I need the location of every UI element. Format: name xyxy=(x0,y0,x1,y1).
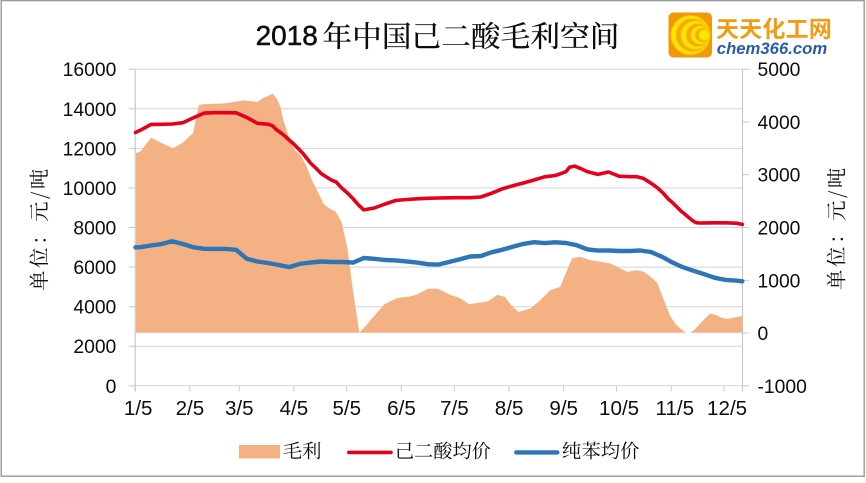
svg-text:6000: 6000 xyxy=(73,258,116,279)
svg-text:5/5: 5/5 xyxy=(332,397,361,420)
svg-text:2000: 2000 xyxy=(758,219,801,240)
svg-text:14000: 14000 xyxy=(63,100,117,121)
svg-text:16000: 16000 xyxy=(63,60,117,81)
svg-text:4/5: 4/5 xyxy=(280,397,309,420)
svg-text:2/5: 2/5 xyxy=(176,397,205,420)
svg-text:3/5: 3/5 xyxy=(225,397,254,420)
svg-text:-1000: -1000 xyxy=(758,377,807,398)
svg-text:8000: 8000 xyxy=(73,219,116,240)
svg-text:10/5: 10/5 xyxy=(599,397,639,420)
svg-text:6/5: 6/5 xyxy=(387,397,416,420)
svg-text:5000: 5000 xyxy=(758,60,801,81)
svg-text:chem366.com: chem366.com xyxy=(717,39,828,58)
svg-text:1000: 1000 xyxy=(758,271,801,292)
svg-text:4000: 4000 xyxy=(758,113,801,134)
svg-text:12/5: 12/5 xyxy=(707,397,747,420)
svg-text:3000: 3000 xyxy=(758,166,801,187)
svg-text:10000: 10000 xyxy=(63,179,117,200)
svg-text:9/5: 9/5 xyxy=(549,397,578,420)
svg-text:7/5: 7/5 xyxy=(440,397,469,420)
svg-text:8/5: 8/5 xyxy=(495,397,524,420)
svg-text:11/5: 11/5 xyxy=(656,397,695,420)
svg-text:0: 0 xyxy=(106,377,117,398)
svg-text:4000: 4000 xyxy=(73,298,116,319)
svg-text:2018: 2018 xyxy=(256,20,318,51)
svg-text:1/5: 1/5 xyxy=(124,397,153,420)
svg-text:12000: 12000 xyxy=(63,139,117,160)
svg-text:2000: 2000 xyxy=(73,337,116,358)
svg-text:0: 0 xyxy=(758,324,769,345)
